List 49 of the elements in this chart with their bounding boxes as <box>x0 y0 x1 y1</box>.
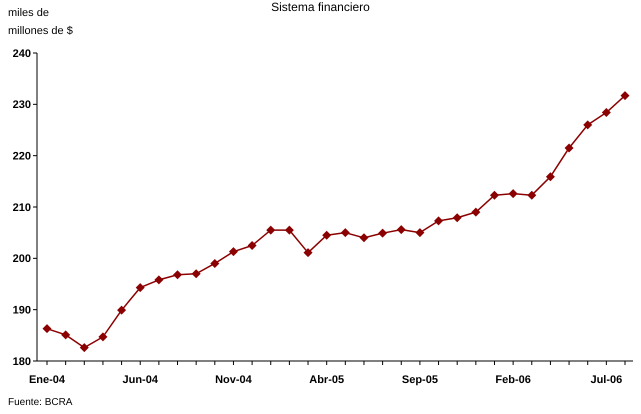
point <box>248 241 257 250</box>
chart-title: Sistema financiero <box>271 0 370 14</box>
point <box>415 228 424 238</box>
point <box>490 190 499 200</box>
point <box>378 228 388 238</box>
point <box>583 120 592 130</box>
y-tick-label: 220 <box>12 150 31 163</box>
x-tick-label: Abr-05 <box>309 374 344 386</box>
point <box>117 306 126 315</box>
point <box>322 230 332 240</box>
source-note: Fuente: BCRA <box>8 397 72 408</box>
y-tick-label: 230 <box>12 99 31 112</box>
point <box>210 258 220 268</box>
x-tick-label: Jul-06 <box>590 374 622 386</box>
point <box>396 225 406 234</box>
point <box>602 108 611 118</box>
point <box>136 283 145 292</box>
point <box>80 343 89 352</box>
x-tick-label: Nov-04 <box>215 374 253 386</box>
point <box>284 226 294 235</box>
point <box>546 172 555 182</box>
point <box>173 270 182 280</box>
point <box>192 269 201 278</box>
point <box>228 247 238 256</box>
point <box>42 324 52 334</box>
y-tick-label: 190 <box>12 304 31 317</box>
point <box>98 332 108 342</box>
point <box>508 189 518 198</box>
x-tick-label: Sep-05 <box>402 374 438 386</box>
point <box>471 208 480 217</box>
point <box>564 143 574 152</box>
x-tick-label: Ene-04 <box>28 374 66 386</box>
point <box>359 233 368 242</box>
point <box>620 91 630 100</box>
x-tick-label: Jun-04 <box>122 374 159 386</box>
y-tick-label: 180 <box>12 356 31 368</box>
y-tick-label: 200 <box>12 253 31 266</box>
point <box>452 213 462 222</box>
point <box>61 330 70 340</box>
y-axis-title: miles de millones de $ <box>8 6 74 39</box>
point <box>340 228 350 238</box>
point <box>154 275 164 284</box>
x-tick-label: Feb-06 <box>495 374 531 386</box>
y-tick-label: 210 <box>12 202 31 214</box>
point <box>527 190 536 200</box>
point <box>266 226 276 235</box>
point <box>434 216 444 226</box>
y-tick-label: 240 <box>12 48 31 60</box>
point <box>304 248 313 258</box>
